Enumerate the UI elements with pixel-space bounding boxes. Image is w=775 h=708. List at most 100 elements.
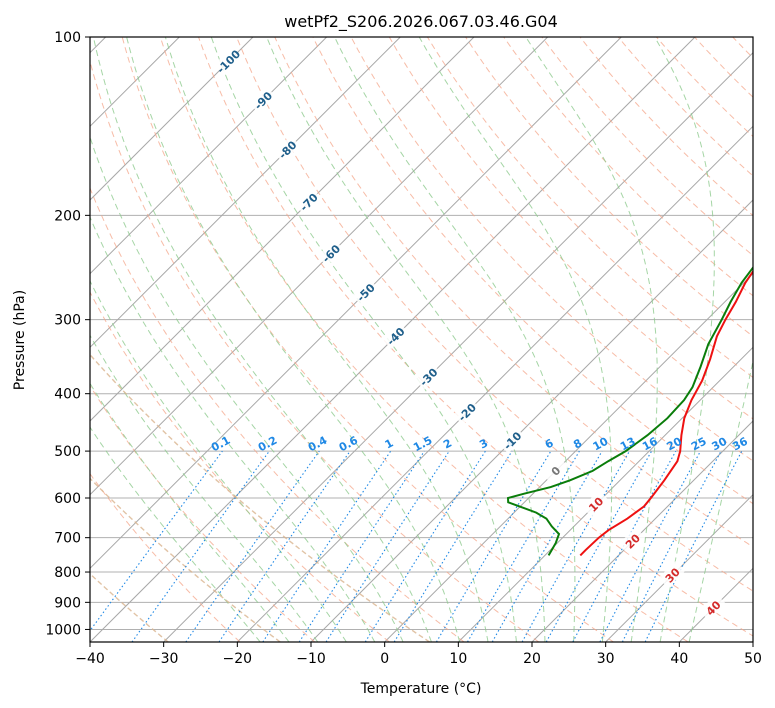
mixing-ratio-line xyxy=(131,450,270,642)
isotherm-line xyxy=(90,37,254,201)
moist-adiabat-line xyxy=(90,334,319,642)
x-axis: −40 −30 −20 −10 0 10 20 30 40 50 xyxy=(75,642,762,667)
label-background xyxy=(249,86,276,114)
dewpoint-line xyxy=(506,265,753,556)
dry-adiabat-line xyxy=(426,37,753,379)
y-tick-label: 100 xyxy=(54,30,81,46)
label-background xyxy=(699,593,727,621)
x-tick-label: −40 xyxy=(75,651,105,667)
moist-adiabat-line xyxy=(92,37,432,642)
dry-adiabat-line xyxy=(90,384,316,642)
isotherm-line xyxy=(384,272,753,642)
temperature-line xyxy=(579,269,753,557)
pressure-gridlines xyxy=(90,37,753,630)
dry-adiabat-line xyxy=(159,37,689,642)
moist-adiabat-line xyxy=(688,358,753,642)
dry-adiabat-line xyxy=(388,37,753,420)
mixing-ratio-line xyxy=(90,450,223,632)
mixing-ratio-label: 10 xyxy=(591,435,611,454)
dry-adiabat-line xyxy=(503,37,753,297)
plot-area xyxy=(90,37,753,642)
moist-adiabat-line xyxy=(210,37,517,642)
isotherm-line xyxy=(163,51,753,642)
isotherm-line xyxy=(90,37,401,349)
mixing-ratio-line xyxy=(262,450,392,642)
moist-adiabat-line xyxy=(90,135,404,642)
y-axis: 100 200 300 400 500 600 700 800 900 1000 xyxy=(45,30,90,638)
mixing-ratio-label: 25 xyxy=(689,435,709,454)
mixing-ratio-label: 30 xyxy=(710,435,730,454)
y-tick-label: 800 xyxy=(54,565,81,581)
mixing-ratio-line xyxy=(393,450,513,642)
mixing-ratio-line xyxy=(325,450,450,642)
x-axis-title: Temperature (°C) xyxy=(360,681,482,697)
label-background xyxy=(618,527,646,555)
theta-e-lines xyxy=(90,353,430,642)
theta-e-line xyxy=(90,572,169,642)
dry-adiabat-lines xyxy=(90,37,753,642)
label-background xyxy=(581,490,609,518)
x-tick-label: 0 xyxy=(380,651,389,667)
mixing-ratio-line xyxy=(185,450,320,642)
label-background xyxy=(273,135,301,163)
moist-adiabat-line xyxy=(654,37,715,642)
x-tick-label: 10 xyxy=(449,651,467,667)
theta-e-line xyxy=(90,477,281,642)
moist-adiabat-line xyxy=(164,37,489,642)
label-background xyxy=(541,456,569,484)
x-tick-label: 20 xyxy=(523,651,541,667)
label-background xyxy=(658,561,686,588)
dry-adiabat-line xyxy=(90,472,241,642)
dry-adiabat-line xyxy=(465,37,753,338)
moist-adiabat-line xyxy=(90,382,290,642)
label-background xyxy=(414,362,442,390)
label-background xyxy=(294,188,322,215)
label-background xyxy=(351,278,379,306)
x-tick-label: −10 xyxy=(296,651,326,667)
mixing-ratio-line xyxy=(521,450,630,642)
moist-adiabat-line xyxy=(126,37,461,642)
moist-adiabat-line xyxy=(418,37,613,642)
isotherm-line xyxy=(457,346,753,642)
mixing-ratio-line xyxy=(218,450,351,642)
x-tick-label: 40 xyxy=(670,651,688,667)
label-background xyxy=(498,426,526,454)
dry-adiabat-line xyxy=(350,37,753,462)
dry-adiabat-line xyxy=(90,186,465,642)
moist-adiabat-line xyxy=(266,37,546,642)
x-tick-label: −30 xyxy=(149,651,179,667)
mixing-ratio-label: 20 xyxy=(664,435,684,454)
mixing-ratio-line xyxy=(298,450,425,642)
mixing-ratio-line xyxy=(644,450,743,642)
theta-e-line xyxy=(90,353,430,642)
dry-adiabat-line xyxy=(198,37,753,637)
mixing-ratio-label: 36 xyxy=(730,435,750,454)
y-tick-label: 300 xyxy=(54,313,81,329)
y-tick-label: 500 xyxy=(54,444,81,460)
mixing-ratio-line xyxy=(572,450,677,642)
isotherm-line xyxy=(90,37,549,496)
mixing-ratio-label: 13 xyxy=(618,435,638,454)
dry-adiabat-line xyxy=(312,37,753,505)
moist-adiabat-line xyxy=(90,215,376,642)
y-tick-label: 1000 xyxy=(45,622,81,638)
label-background xyxy=(316,239,344,267)
label-background xyxy=(214,47,242,75)
dry-adiabat-line xyxy=(121,37,614,642)
y-axis-title: Pressure (hPa) xyxy=(12,290,28,390)
dry-adiabat-line xyxy=(90,291,390,642)
x-tick-label: 30 xyxy=(597,651,615,667)
sounding-series xyxy=(506,265,753,557)
mixing-ratio-lines xyxy=(90,450,743,642)
isotherm-line xyxy=(90,37,475,422)
mixing-ratio-line xyxy=(545,450,653,642)
dry-adiabat-line xyxy=(90,59,540,642)
mixing-ratio-label: 16 xyxy=(640,435,660,454)
moist-adiabat-line xyxy=(90,426,261,642)
isotherm-line xyxy=(90,37,328,275)
y-tick-label: 600 xyxy=(54,491,81,507)
moist-adiabat-line xyxy=(334,37,576,642)
x-tick-label: 50 xyxy=(744,651,762,667)
isotherm-line xyxy=(236,125,753,642)
isotherm-line xyxy=(90,37,622,570)
